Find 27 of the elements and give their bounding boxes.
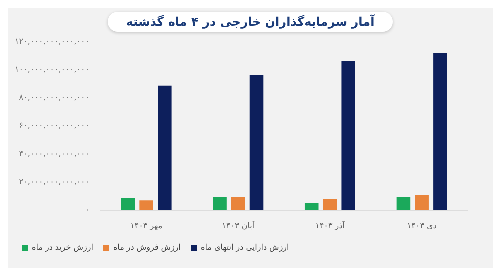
y-tick-label: ۰ bbox=[85, 205, 90, 214]
legend-label: ارزش دارایی در انتهای ماه bbox=[201, 243, 290, 252]
bar bbox=[140, 200, 154, 210]
bar bbox=[250, 76, 264, 210]
x-tick-label: آبان ۱۴۰۳ bbox=[222, 220, 256, 230]
bar bbox=[396, 197, 411, 210]
legend-label: ارزش فروش در ماه bbox=[113, 243, 182, 252]
bar bbox=[121, 198, 136, 210]
legend-label: ارزش خرید در ماه bbox=[32, 243, 94, 252]
y-tick-label: ۸۰,۰۰۰,۰۰۰,۰۰۰,۰۰۰ bbox=[19, 93, 90, 102]
y-tick-label: ۴۰,۰۰۰,۰۰۰,۰۰۰,۰۰۰ bbox=[19, 149, 90, 158]
bar bbox=[158, 86, 172, 210]
x-tick-label: دی ۱۴۰۳ bbox=[407, 221, 438, 230]
bar bbox=[342, 61, 356, 210]
bar bbox=[415, 195, 429, 210]
bar bbox=[434, 53, 448, 210]
x-tick-label: آذر ۱۴۰۳ bbox=[316, 220, 346, 230]
y-tick-label: ۲۰,۰۰۰,۰۰۰,۰۰۰,۰۰۰ bbox=[19, 177, 90, 186]
bar bbox=[304, 203, 319, 210]
y-tick-label: ۶۰,۰۰۰,۰۰۰,۰۰۰,۰۰۰ bbox=[19, 121, 90, 130]
bar bbox=[213, 197, 227, 210]
x-tick-label: مهر ۱۴۰۳ bbox=[130, 221, 163, 230]
y-tick-label: ۱۲۰,۰۰۰,۰۰۰,۰۰۰,۰۰۰ bbox=[15, 36, 90, 46]
bar bbox=[232, 197, 246, 210]
y-tick-label: ۱۰۰,۰۰۰,۰۰۰,۰۰۰,۰۰۰ bbox=[15, 64, 90, 74]
chart-title: آمار سرمایه‌گذاران خارجی در ۴ ماه گذشته bbox=[108, 12, 393, 32]
bar bbox=[323, 199, 338, 210]
